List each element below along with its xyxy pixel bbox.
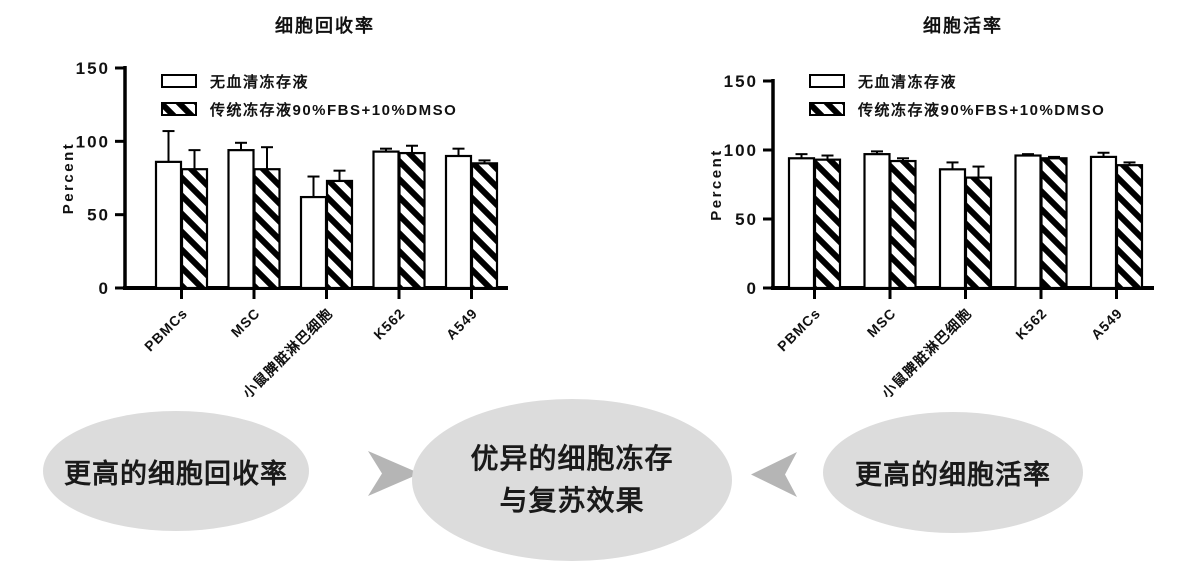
chevron-right-shape [368, 451, 420, 496]
legend-label: 无血清冻存液 [209, 73, 309, 91]
legend-label: 无血清冻存液 [857, 73, 957, 91]
bar-hatched [253, 168, 281, 290]
y-tick-label: 100 [724, 141, 758, 160]
chevron-right-icon [368, 451, 420, 496]
bar-hatched [1040, 157, 1068, 290]
x-category-label: PBMCs [774, 305, 824, 355]
bar-hatched [889, 159, 917, 290]
legend-swatch-hatched [809, 102, 845, 116]
legend-swatch-white [809, 74, 845, 88]
y-tick-label: 0 [747, 279, 758, 298]
chart-title: 细胞回收率 [275, 15, 375, 36]
flow-ellipse-viability-label: 更高的细胞活率 [855, 460, 1051, 490]
conclusion-line-2: 与复苏效果 [499, 485, 645, 516]
flow-ellipse-conclusion: 优异的细胞冻存 与复苏效果 [412, 399, 732, 561]
x-category-label: A549 [1088, 305, 1126, 343]
conclusion-line-1: 优异的细胞冻存 [470, 443, 674, 474]
x-category-label: A549 [443, 305, 481, 343]
bar-hatched [325, 179, 354, 290]
y-tick-label: 150 [724, 72, 758, 91]
legend-label: 传统冻存液90%FBS+10%DMSO [209, 101, 457, 119]
bar-hatched [813, 158, 842, 290]
chevron-left-icon [751, 452, 797, 497]
bar-white [787, 157, 816, 290]
legend-label: 传统冻存液90%FBS+10%DMSO [857, 101, 1105, 119]
bar-white [1089, 155, 1118, 290]
bar-white [372, 150, 400, 290]
bar-white [1014, 154, 1042, 290]
y-tick-label: 0 [99, 279, 110, 298]
bar-white [444, 154, 473, 290]
legend-swatch-white [161, 74, 197, 88]
x-category-label: K562 [370, 305, 408, 343]
y-tick-label: 100 [76, 132, 110, 151]
legend-swatch-hatched [161, 102, 197, 116]
x-category-label: K562 [1012, 305, 1050, 343]
bar-white [227, 149, 255, 290]
bar-white [863, 153, 891, 290]
bar-hatched [470, 162, 499, 290]
y-tick-label: 50 [87, 206, 110, 225]
bar-hatched [1115, 164, 1144, 290]
bar-hatched [964, 176, 993, 290]
x-category-label: MSC [228, 305, 263, 340]
x-category-label: MSC [864, 305, 899, 340]
y-tick-label: 150 [76, 59, 110, 78]
flow-ellipse-recovery: 更高的细胞回收率 [43, 411, 309, 531]
bar-hatched [398, 151, 426, 290]
flow-ellipse-conclusion-label: 优异的细胞冻存 与复苏效果 [470, 438, 673, 522]
chart-title: 细胞活率 [923, 15, 1003, 36]
bar-hatched [180, 168, 209, 290]
y-tick-label: 50 [735, 210, 758, 229]
flow-ellipse-recovery-label: 更高的细胞回收率 [64, 458, 288, 489]
flow-ellipse-viability: 更高的细胞活率 [823, 412, 1083, 533]
y-axis-label: Percent [60, 142, 77, 215]
bar-white [154, 160, 183, 290]
bar-white [938, 168, 967, 290]
y-axis-label: Percent [708, 148, 725, 221]
chevron-left-shape [751, 452, 797, 497]
x-category-label: PBMCs [141, 305, 191, 355]
bar-white [299, 195, 328, 290]
